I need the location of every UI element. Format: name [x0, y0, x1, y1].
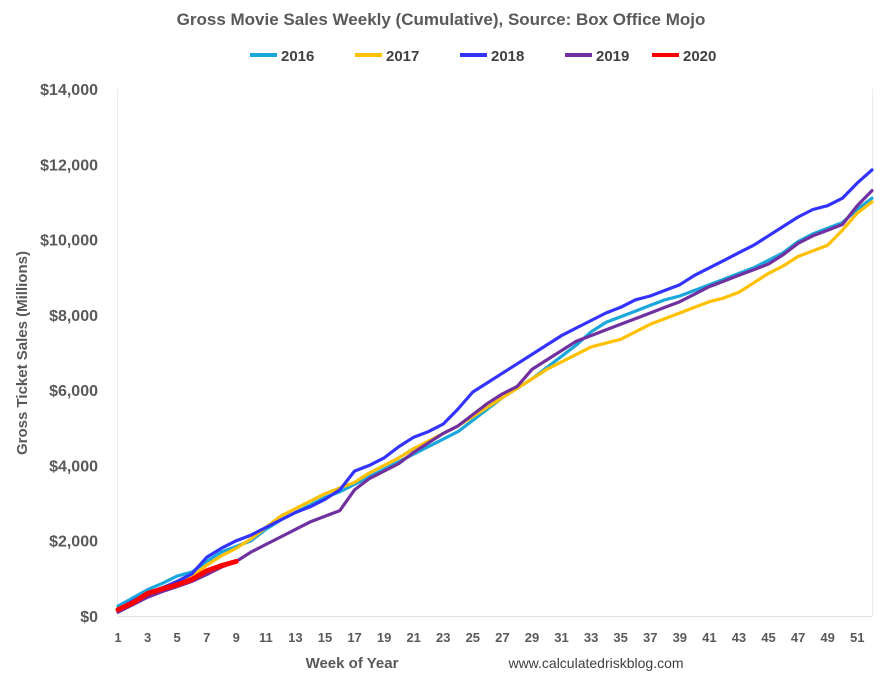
legend-label-2019: 2019	[596, 48, 629, 65]
legend: 2016 2017 2018 2019 2020	[250, 48, 716, 65]
y-axis-ticks: $0 $2,000 $4,000 $6,000 $8,000 $10,000 $12,000…	[40, 82, 98, 626]
x-tick-label: 7	[203, 630, 210, 645]
x-tick-label: 11	[259, 630, 273, 645]
y-tick-label: $0	[80, 609, 98, 626]
x-tick-label: 37	[643, 630, 657, 645]
x-tick-label: 21	[406, 630, 420, 645]
x-tick-label: 35	[613, 630, 627, 645]
y-tick-label: $10,000	[40, 233, 98, 250]
legend-label-2016: 2016	[281, 48, 314, 65]
x-tick-label: 27	[495, 630, 509, 645]
y-tick-label: $4,000	[49, 458, 98, 475]
y-tick-label: $6,000	[49, 383, 98, 400]
x-tick-label: 43	[732, 630, 746, 645]
x-tick-label: 5	[174, 630, 181, 645]
x-tick-label: 29	[525, 630, 539, 645]
x-tick-label: 33	[584, 630, 598, 645]
x-tick-label: 49	[820, 630, 834, 645]
x-tick-label: 19	[377, 630, 391, 645]
x-tick-label: 25	[466, 630, 480, 645]
x-tick-label: 15	[318, 630, 332, 645]
legend-label-2018: 2018	[491, 48, 524, 65]
x-tick-label: 41	[702, 630, 716, 645]
y-tick-label: $2,000	[49, 534, 98, 551]
x-tick-label: 17	[347, 630, 361, 645]
x-tick-label: 3	[144, 630, 151, 645]
y-tick-label: $8,000	[49, 308, 98, 325]
x-tick-label: 47	[791, 630, 805, 645]
x-tick-label: 31	[554, 630, 568, 645]
x-tick-label: 13	[288, 630, 302, 645]
plot-area	[118, 89, 872, 616]
source-credit: www.calculatedriskblog.com	[507, 655, 683, 671]
x-tick-label: 45	[761, 630, 775, 645]
legend-label-2020: 2020	[683, 48, 716, 65]
x-tick-label: 1	[114, 630, 121, 645]
chart-title: Gross Movie Sales Weekly (Cumulative), S…	[177, 10, 706, 29]
series-line-2017	[116, 200, 874, 611]
x-tick-label: 23	[436, 630, 450, 645]
series-line-2018	[116, 168, 874, 612]
series-line-2019	[116, 189, 874, 614]
series-lines	[115, 168, 874, 614]
x-tick-label: 9	[233, 630, 240, 645]
y-tick-label: $14,000	[40, 82, 98, 99]
series-line-2020	[115, 558, 239, 613]
legend-label-2017: 2017	[386, 48, 419, 65]
y-tick-label: $12,000	[40, 157, 98, 174]
plot-background	[118, 89, 872, 616]
x-axis-ticks: 1 3 5 7 9 11 13 15 17 19 21 23 25 27 29 31 33 35 37 39 41 43 4…	[114, 630, 864, 645]
x-tick-label: 39	[673, 630, 687, 645]
x-tick-label: 51	[850, 630, 864, 645]
y-axis-label: Gross Ticket Sales (Millions)	[14, 251, 31, 455]
x-axis-label: Week of Year	[306, 655, 399, 672]
